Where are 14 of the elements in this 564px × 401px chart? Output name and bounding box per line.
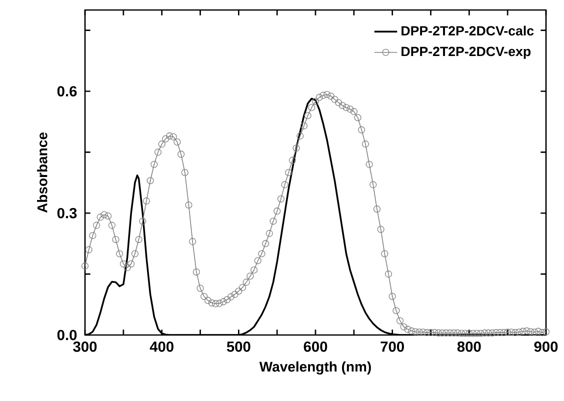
x-tick-label: 400 (150, 341, 174, 352)
y-tick-label: 0.6 (57, 86, 77, 96)
y-tick-label: 0.3 (57, 208, 77, 218)
x-tick-label: 900 (534, 341, 558, 352)
x-tick-label: 700 (380, 341, 404, 352)
x-tick-label: 600 (304, 341, 328, 352)
legend-label: DPP-2T2P-2DCV-exp (402, 46, 531, 59)
legend-label: DPP-2T2P-2DCV-calc (402, 26, 534, 36)
y-tick-label: 0.0 (57, 330, 77, 340)
x-axis-title: Wavelength (nm) (259, 361, 371, 375)
x-tick-label: 800 (457, 341, 481, 352)
y-axis-title: Absorbance (37, 132, 48, 213)
x-tick-label: 500 (226, 341, 250, 352)
x-tick-label: 300 (73, 341, 97, 352)
